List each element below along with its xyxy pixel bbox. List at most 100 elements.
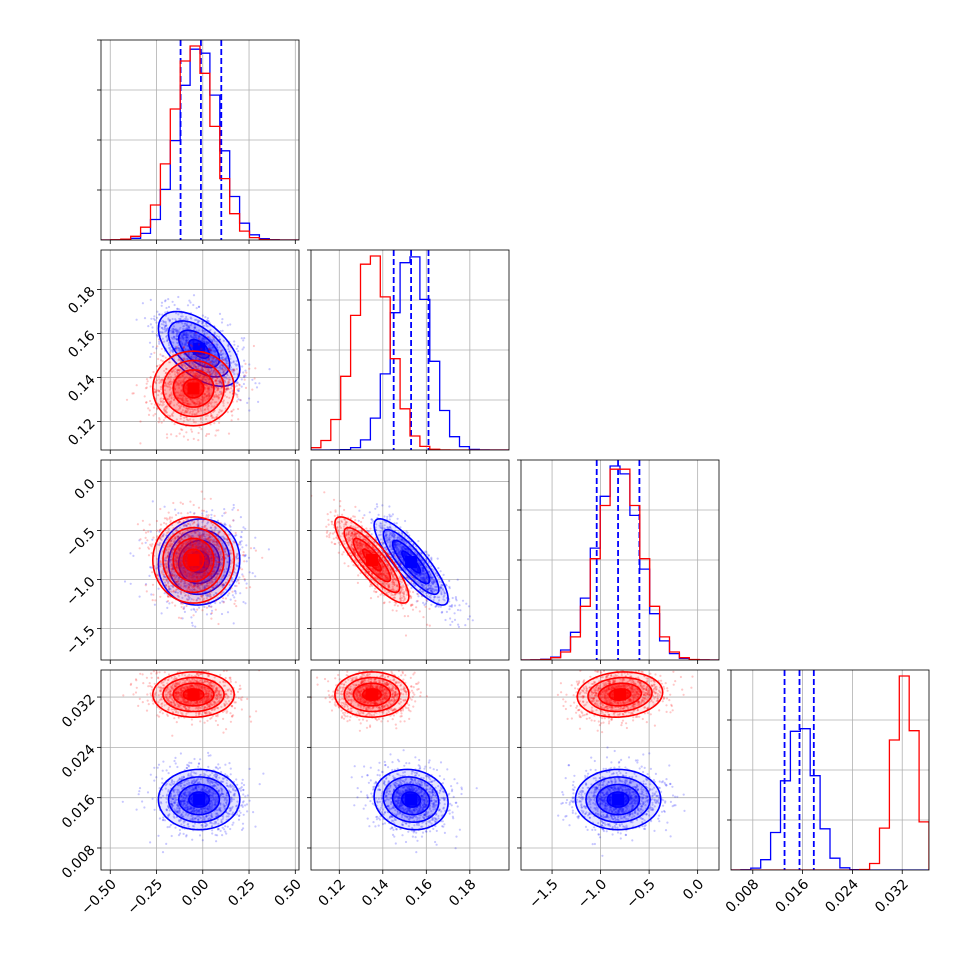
scatter-point: [171, 337, 175, 340]
scatter-point: [198, 320, 201, 323]
scatter-point: [184, 411, 187, 414]
scatter-point: [201, 376, 204, 379]
scatter-point: [163, 389, 166, 392]
scatter-point: [230, 387, 233, 390]
scatter-point: [228, 350, 231, 353]
scatter-point: [205, 341, 209, 344]
scatter-point: [185, 340, 188, 343]
scatter-point: [161, 319, 165, 322]
scatter-point: [174, 604, 177, 607]
scatter-point: [180, 394, 183, 397]
scatter-point: [149, 530, 152, 533]
scatter-point: [226, 377, 229, 380]
scatter-point: [164, 325, 167, 328]
scatter-point: [201, 514, 204, 517]
scatter-point: [168, 388, 171, 391]
scatter-point: [194, 610, 197, 613]
scatter-point: [182, 325, 185, 328]
scatter-point: [147, 413, 151, 416]
scatter-point: [232, 408, 235, 411]
scatter-point: [190, 355, 193, 358]
scatter-point: [181, 399, 184, 402]
scatter-point: [177, 349, 180, 352]
scatter-point: [171, 327, 174, 330]
scatter-point: [188, 362, 191, 365]
scatter-point: [196, 372, 199, 376]
scatter-point: [187, 352, 190, 355]
scatter-point: [210, 356, 213, 359]
scatter-point: [186, 318, 189, 321]
scatter-point: [230, 346, 233, 349]
scatter-point: [190, 360, 193, 364]
scatter-point: [217, 379, 220, 383]
contour-line: [157, 310, 241, 388]
scatter-point: [197, 439, 200, 442]
scatter-point: [208, 348, 211, 351]
scatter-point: [176, 368, 179, 371]
scatter-point: [159, 388, 163, 391]
scatter-point: [175, 338, 179, 341]
scatter-point: [182, 395, 185, 398]
scatter-point: [190, 428, 193, 431]
scatter-point: [209, 372, 212, 375]
scatter-point: [228, 396, 231, 399]
scatter-point: [172, 330, 175, 333]
scatter-point: [232, 360, 235, 363]
scatter-point: [197, 305, 200, 308]
scatter-point: [221, 348, 224, 352]
scatter-point: [167, 511, 170, 514]
scatter-point: [185, 339, 188, 342]
scatter-point: [213, 422, 216, 425]
scatter-point: [191, 353, 194, 356]
scatter-point: [208, 388, 211, 391]
scatter-point: [203, 392, 206, 396]
scatter-point: [215, 342, 218, 345]
scatter-point: [123, 580, 127, 583]
scatter-point: [184, 409, 187, 412]
scatter-point: [181, 398, 184, 401]
scatter-point: [209, 412, 213, 415]
contour-line: [177, 329, 221, 369]
scatter-point: [218, 366, 221, 369]
scatter-point: [238, 567, 241, 570]
scatter-point: [197, 407, 200, 410]
scatter-point: [182, 333, 185, 336]
scatter-point: [189, 370, 192, 373]
scatter-point: [231, 368, 234, 371]
scatter-point: [174, 347, 178, 350]
scatter-point: [230, 419, 233, 422]
scatter-point: [194, 366, 197, 369]
scatter-point: [156, 345, 159, 348]
scatter-point: [213, 353, 217, 356]
scatter-point: [178, 383, 181, 386]
scatter-point: [166, 405, 169, 408]
scatter-point: [201, 395, 204, 398]
scatter-point: [162, 419, 165, 422]
scatter-point: [188, 299, 191, 302]
scatter-point: [157, 389, 160, 392]
scatter-point: [169, 349, 172, 353]
scatter-point: [192, 363, 195, 366]
scatter-point: [181, 337, 184, 340]
scatter-point: [153, 603, 156, 606]
scatter-point: [182, 336, 185, 339]
scatter-point: [232, 371, 235, 374]
scatter-point: [233, 541, 237, 544]
scatter-point: [193, 335, 196, 338]
scatter-point: [215, 372, 218, 375]
scatter-point: [180, 605, 183, 609]
scatter-point: [234, 599, 237, 602]
scatter-point: [178, 328, 181, 331]
scatter-point: [221, 329, 224, 332]
scatter-point: [211, 377, 214, 380]
scatter-point: [210, 369, 213, 372]
scatter-point: [242, 575, 245, 578]
scatter-point: [184, 410, 187, 413]
scatter-point: [182, 607, 185, 610]
scatter-point: [163, 505, 166, 508]
scatter-point: [208, 385, 211, 388]
scatter-point: [217, 411, 221, 414]
scatter-point: [214, 376, 217, 379]
scatter-point: [217, 396, 220, 399]
scatter-point: [145, 382, 148, 385]
